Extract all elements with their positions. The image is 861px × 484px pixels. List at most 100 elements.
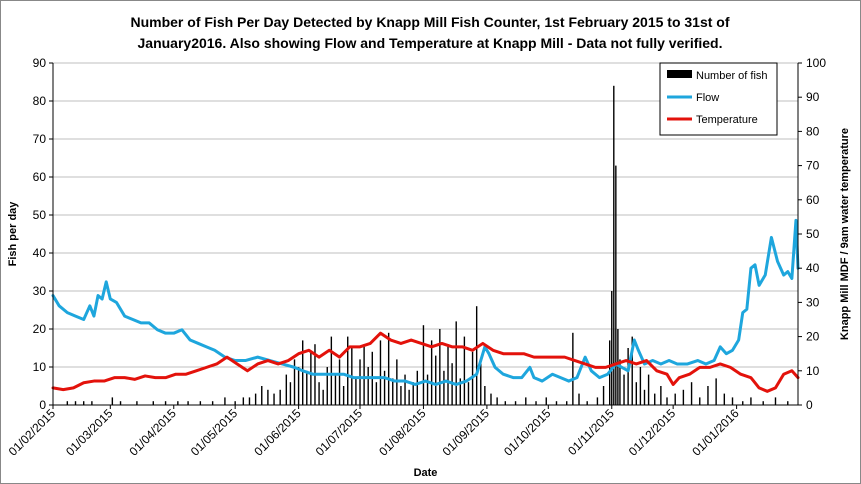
fish-bar	[318, 382, 320, 405]
fish-bar	[387, 332, 390, 405]
fish-bar	[334, 374, 337, 405]
left-tick-label: 50	[33, 208, 47, 222]
fish-bar	[383, 370, 386, 405]
right-tick-label: 60	[806, 193, 820, 207]
fish-bar	[742, 401, 744, 405]
fish-bar	[455, 321, 457, 405]
fish-bar	[111, 397, 114, 405]
flow-line	[51, 218, 800, 386]
left-tick-label: 10	[33, 360, 47, 374]
fish-bar	[690, 382, 693, 405]
fish-bar	[699, 397, 701, 405]
fish-bar	[443, 370, 445, 405]
fish-bar	[322, 389, 324, 405]
fish-bar	[774, 397, 777, 405]
fish-bar	[375, 382, 378, 405]
right-tick-label: 50	[806, 227, 820, 241]
fish-bar	[555, 401, 558, 405]
left-tick-label: 20	[33, 322, 47, 336]
right-tick-label: 90	[806, 90, 820, 104]
temperature-line	[51, 331, 800, 393]
fish-bar	[261, 386, 263, 405]
fish-bar	[355, 378, 357, 405]
fish-bar	[572, 332, 574, 405]
right-tick-label: 20	[806, 330, 820, 344]
right-tick-label: 0	[806, 398, 813, 412]
fish-bar	[715, 378, 717, 405]
fish-bar	[447, 344, 449, 405]
legend: Number of fish Flow Temperature	[659, 62, 778, 136]
fish-bar	[459, 378, 461, 405]
fish-bar	[654, 393, 656, 405]
fish-bar	[363, 344, 365, 405]
fish-bar	[439, 329, 441, 405]
fish-bar	[731, 397, 734, 405]
fish-bar	[525, 397, 527, 405]
fish-bar	[293, 359, 296, 405]
fish-bar	[762, 401, 764, 405]
fish-bar	[596, 397, 599, 405]
right-tick-label: 40	[806, 261, 820, 275]
fish-bar	[404, 374, 406, 405]
fish-bar	[435, 355, 437, 405]
fish-bar	[234, 401, 236, 405]
fish-bar	[566, 401, 568, 405]
left-tick-label: 0	[39, 398, 46, 412]
fish-bar	[199, 401, 202, 405]
fish-bar	[635, 382, 638, 405]
legend-label: Temperature	[696, 114, 758, 126]
chart-title: Number of Fish Per Day Detected by Knapp…	[130, 14, 729, 51]
fish-bar	[91, 401, 93, 405]
fish-bar	[285, 374, 288, 405]
fish-bar	[326, 367, 328, 405]
fish-bar	[416, 370, 419, 405]
fish-bar	[586, 401, 588, 405]
fish-bar	[338, 359, 341, 405]
fish-bar	[504, 401, 507, 405]
fish-bar	[302, 340, 304, 405]
fish-bar	[347, 336, 349, 405]
left-axis-title: Fish per day	[7, 201, 19, 267]
fish-bar	[611, 291, 613, 405]
fish-bar	[627, 348, 629, 405]
fish-bar	[164, 401, 167, 405]
fish-bar	[666, 397, 668, 405]
fish-bar	[330, 336, 333, 405]
fish-bar	[613, 85, 615, 406]
fish-bar	[639, 367, 642, 405]
right-tick-label: 80	[806, 124, 820, 138]
fish-bar	[177, 401, 179, 405]
fish-bar	[400, 386, 402, 405]
fish-bar	[578, 393, 580, 405]
legend-box	[659, 62, 778, 136]
fish-bar	[602, 386, 605, 405]
fish-bar	[66, 401, 69, 405]
fish-bar	[279, 389, 281, 405]
fish-bar	[750, 397, 752, 405]
fish-bar	[647, 374, 650, 405]
fish-bar	[224, 397, 226, 405]
fish-bar	[74, 401, 77, 405]
right-tick-label: 10	[806, 364, 820, 378]
right-tick-label: 70	[806, 159, 820, 173]
left-tick-label: 60	[33, 170, 47, 184]
fish-bar	[426, 374, 429, 405]
fish-bar	[631, 336, 633, 405]
fish-bar	[359, 359, 361, 405]
fish-bar	[367, 367, 369, 405]
fish-bar	[136, 401, 138, 405]
fish-bar	[615, 165, 617, 405]
right-tick-label: 100	[806, 56, 826, 70]
left-tick-label: 30	[33, 284, 47, 298]
fish-bar	[545, 397, 547, 405]
fish-bar	[707, 386, 709, 405]
fish-bar	[430, 340, 433, 405]
fish-bar	[83, 401, 85, 405]
fish-bar	[660, 386, 662, 405]
fish-bar	[392, 378, 394, 405]
fish-bar	[496, 397, 498, 405]
fish-bar	[152, 401, 154, 405]
fish-bar	[514, 401, 517, 405]
fish-bar	[342, 386, 345, 405]
